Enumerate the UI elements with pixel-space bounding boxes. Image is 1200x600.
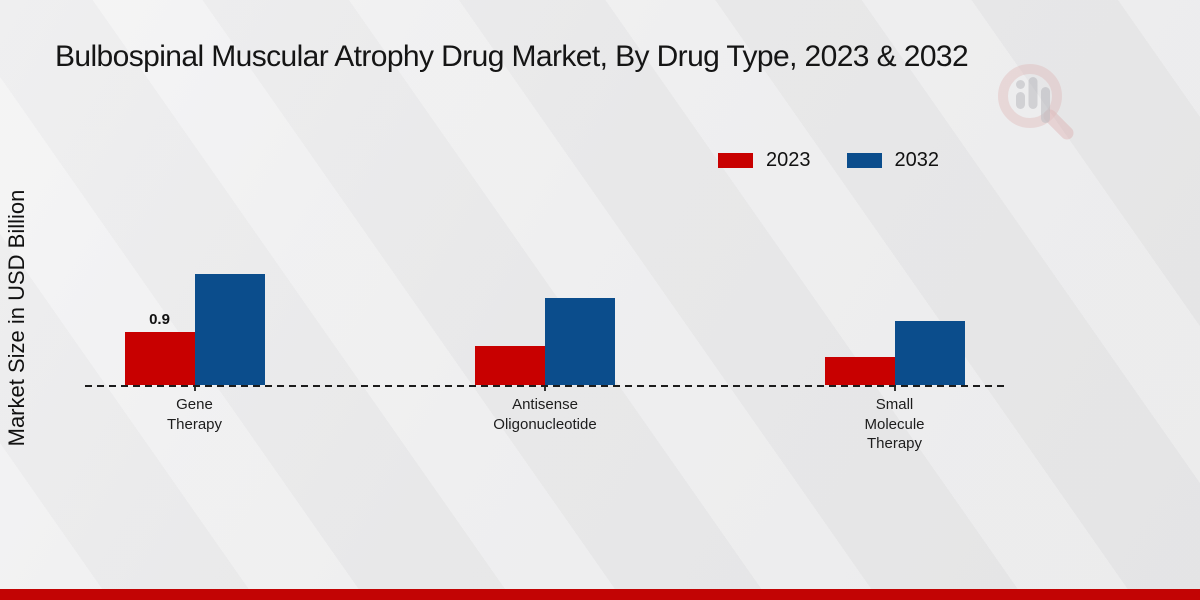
category-label-antisense-oligonucleotide: Antisense Oligonucleotide xyxy=(493,396,597,433)
legend-item-2032: 2032 xyxy=(846,149,940,172)
bar-2032-small-molecule-therapy xyxy=(894,321,965,385)
legend-swatch-2032 xyxy=(846,153,882,168)
footer-accent-bar xyxy=(0,589,1200,600)
y-axis-label: Market Size in USD Billion xyxy=(4,189,29,447)
legend-item-2023: 2023 xyxy=(718,149,811,172)
bar-2023-gene-therapy xyxy=(124,332,195,385)
bar-2032-gene-therapy xyxy=(194,274,265,385)
legend-label: 2023 xyxy=(766,149,811,171)
bar-2023-small-molecule-therapy xyxy=(824,357,895,385)
x-axis-tick xyxy=(193,387,196,391)
x-axis-tick xyxy=(893,387,896,391)
bar-2023-antisense-oligonucleotide xyxy=(475,346,545,385)
category-label-gene-therapy: Gene Therapy xyxy=(166,396,223,433)
legend-label: 2032 xyxy=(894,149,940,171)
legend-swatch-2023 xyxy=(718,153,753,168)
x-axis-tick xyxy=(544,387,546,391)
chart-title: Bulbospinal Muscular Atrophy Drug Market… xyxy=(55,40,969,73)
x-axis-baseline xyxy=(85,385,1007,387)
category-label-small-molecule-therapy: Small Molecule Therapy xyxy=(864,396,925,452)
legend: 2023 2032 xyxy=(718,149,939,172)
bar-value-label: 0.9 xyxy=(149,311,170,328)
bar-2032-antisense-oligonucleotide xyxy=(545,298,615,385)
magnifier-bar-chart-logo-icon xyxy=(998,64,1074,140)
